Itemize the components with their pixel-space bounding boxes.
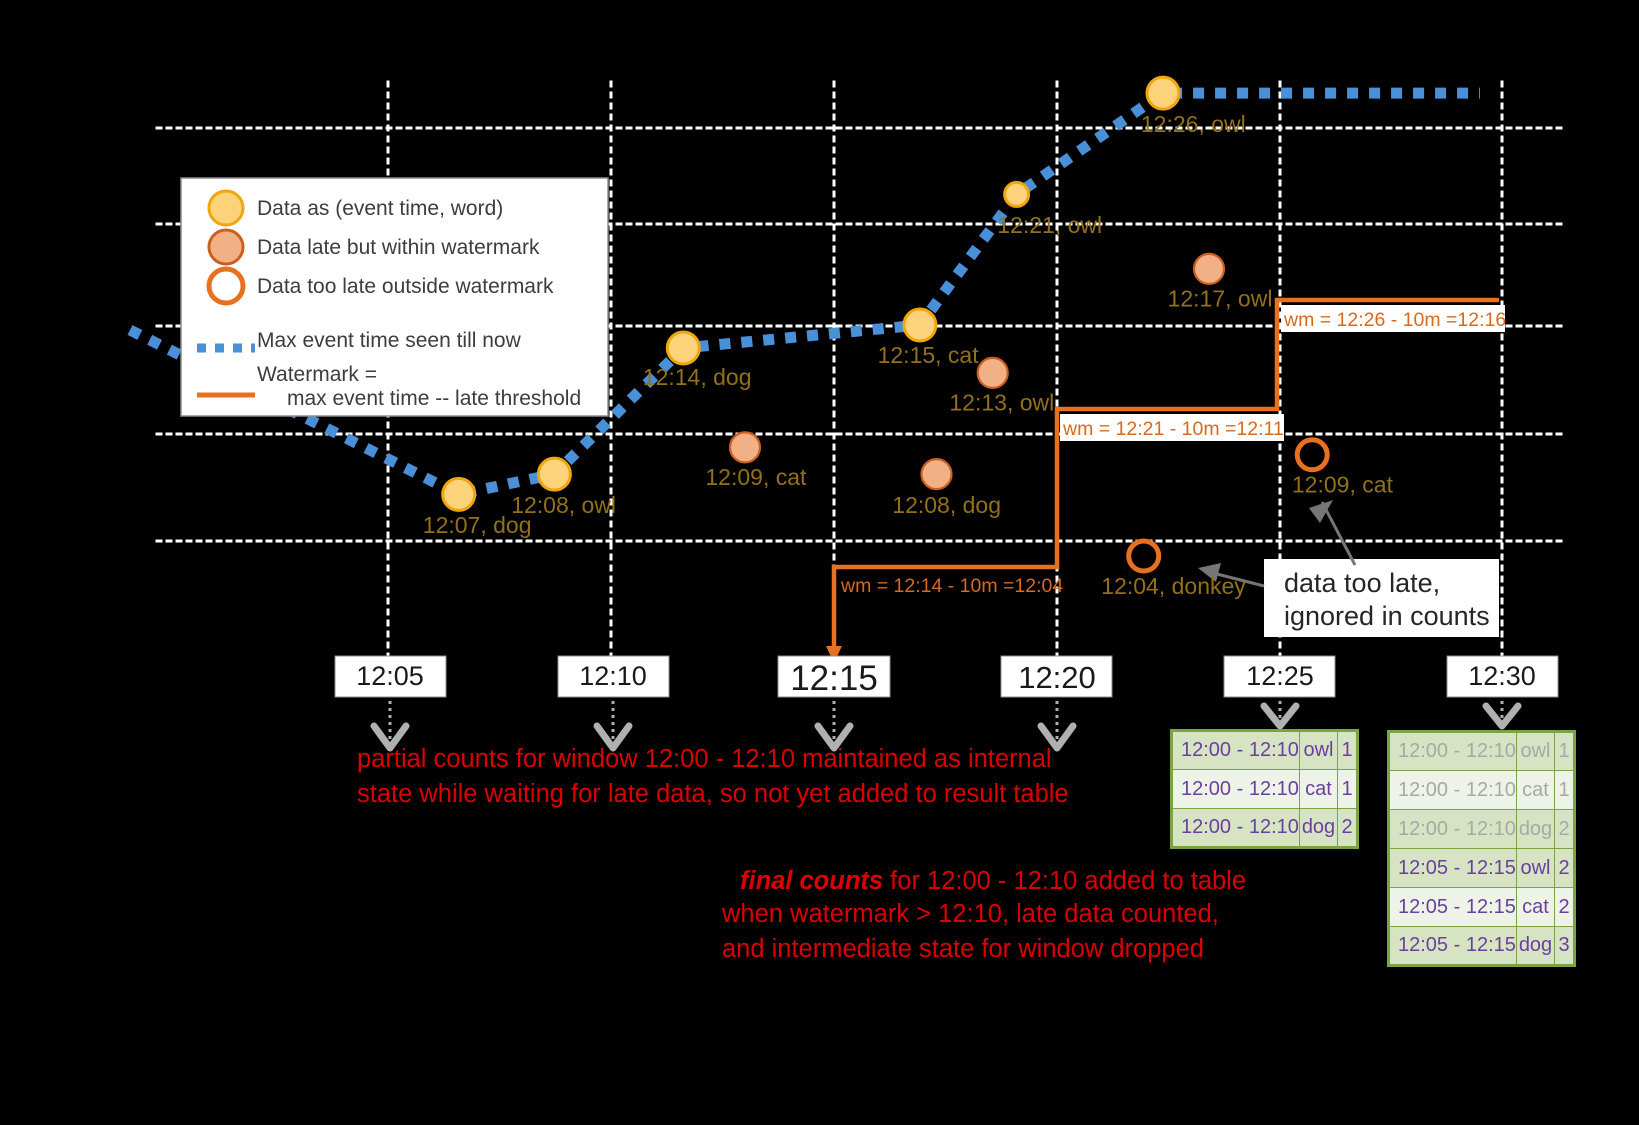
svg-text:final counts for 12:00 - 12:10: final counts for 12:00 - 12:10 added to … [740, 867, 1246, 895]
svg-text:wm = 12:26 - 10m =12:16: wm = 12:26 - 10m =12:16 [1283, 309, 1506, 331]
svg-text:wm = 12:21 - 10m =12:11: wm = 12:21 - 10m =12:11 [1062, 418, 1284, 440]
svg-text:when watermark > 12:10, late d: when watermark > 12:10, late data counte… [721, 900, 1219, 928]
svg-text:12:21, owl: 12:21, owl [997, 212, 1102, 238]
svg-text:12:26, owl: 12:26, owl [1141, 111, 1246, 137]
svg-text:12:17, owl: 12:17, owl [1168, 286, 1273, 312]
svg-text:12:09, cat: 12:09, cat [1292, 472, 1394, 498]
svg-text:12:15: 12:15 [790, 659, 878, 698]
svg-text:12:25: 12:25 [1246, 661, 1314, 691]
svg-text:12:15, cat: 12:15, cat [878, 342, 980, 368]
svg-text:12:20: 12:20 [1018, 660, 1096, 695]
svg-text:Data too late outside watermar: Data too late outside watermark [257, 275, 554, 298]
svg-text:12:14, dog: 12:14, dog [643, 364, 752, 390]
svg-text:12:10: 12:10 [579, 661, 647, 691]
svg-text:and intermediate state for win: and intermediate state for window droppe… [722, 935, 1204, 963]
svg-text:wm = 12:14 - 10m =12:04: wm = 12:14 - 10m =12:04 [840, 575, 1063, 597]
svg-text:ignored in counts: ignored in counts [1284, 601, 1490, 631]
svg-text:Data as (event time, word): Data as (event time, word) [257, 197, 503, 220]
svg-text:12:08, dog: 12:08, dog [892, 492, 1001, 518]
svg-text:12:30: 12:30 [1468, 661, 1536, 691]
svg-text:12:04, donkey: 12:04, donkey [1101, 573, 1246, 599]
svg-text:max event time -- late thresho: max event time -- late threshold [287, 387, 581, 410]
svg-text:12:09, cat: 12:09, cat [705, 464, 807, 490]
svg-text:Max event time seen till now: Max event time seen till now [257, 329, 522, 352]
svg-text:Watermark =: Watermark = [257, 363, 377, 386]
svg-text:12:08, owl: 12:08, owl [511, 492, 616, 518]
svg-text:state while waiting for late d: state while waiting for late data, so no… [357, 780, 1069, 808]
svg-text:data too late,: data too late, [1284, 568, 1440, 598]
svg-text:Data late but within watermark: Data late but within watermark [257, 236, 540, 259]
svg-text:12:13, owl: 12:13, owl [949, 390, 1054, 416]
svg-text:12:05: 12:05 [356, 661, 424, 691]
svg-text:partial counts for window 12:0: partial counts for window 12:00 - 12:10 … [357, 745, 1052, 773]
